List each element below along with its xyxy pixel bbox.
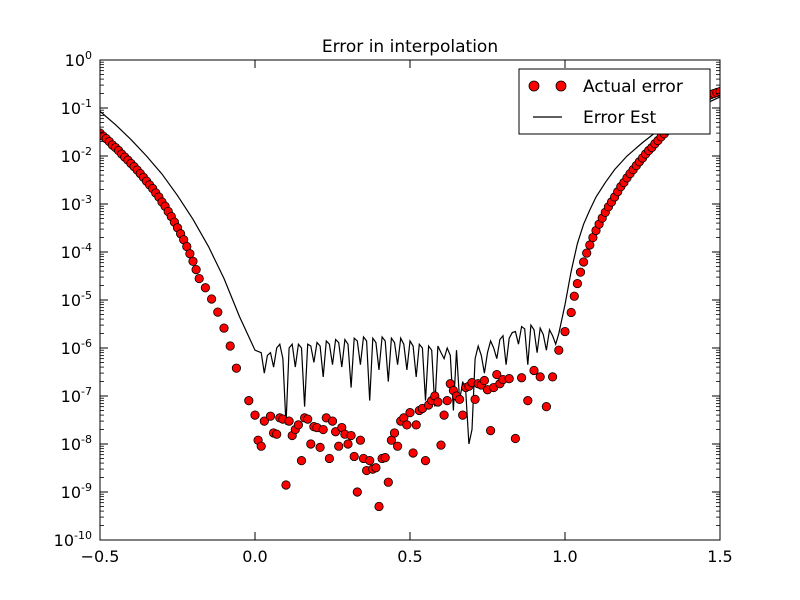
- data-point-actual-error: [420, 456, 431, 466]
- data-point-actual-error: [535, 372, 545, 382]
- legend-marker-actual-error: [555, 80, 567, 92]
- y-tick-label: 10-6: [61, 337, 92, 358]
- data-point-actual-error: [225, 341, 235, 351]
- data-point-actual-error: [572, 278, 583, 289]
- data-point-actual-error: [315, 442, 325, 452]
- data-point-actual-error: [318, 424, 328, 435]
- data-point-actual-error: [479, 375, 489, 386]
- data-point-actual-error: [334, 441, 344, 451]
- y-tick-label: 10-7: [61, 385, 92, 406]
- data-point-actual-error: [185, 249, 195, 259]
- x-tick-label: −0.5: [81, 547, 120, 566]
- data-point-actual-error: [327, 416, 338, 426]
- data-point-actual-error: [433, 397, 443, 407]
- legend-label-actual-error: Actual error: [583, 77, 683, 97]
- data-point-actual-error: [330, 427, 341, 437]
- y-tick-label: 10-3: [61, 193, 92, 214]
- data-point-actual-error: [439, 410, 449, 420]
- data-point-actual-error: [346, 430, 356, 441]
- data-point-actual-error: [352, 487, 362, 497]
- data-point-actual-error: [578, 257, 589, 267]
- x-tick-label: 1.0: [552, 547, 577, 566]
- data-point-actual-error: [213, 307, 223, 317]
- data-point-actual-error: [485, 426, 496, 436]
- x-tick-label: 0.0: [242, 547, 267, 566]
- data-point-actual-error: [191, 264, 201, 275]
- data-point-actual-error: [188, 256, 198, 266]
- data-point-actual-error: [256, 441, 266, 451]
- data-point-actual-error: [560, 326, 570, 337]
- data-point-actual-error: [324, 453, 334, 464]
- chart-title: Error in interpolation: [322, 37, 498, 57]
- data-point-actual-error: [250, 410, 260, 420]
- data-point-actual-error: [355, 435, 365, 445]
- data-point-actual-error: [380, 453, 390, 463]
- data-point-actual-error: [554, 345, 564, 355]
- data-point-actual-error: [219, 323, 229, 333]
- y-tick-label: 10-8: [61, 433, 92, 454]
- data-point-actual-error: [296, 456, 307, 466]
- data-point-actual-error: [470, 394, 480, 404]
- data-point-actual-error: [454, 394, 465, 404]
- data-point-actual-error: [575, 267, 586, 277]
- data-point-actual-error: [293, 420, 303, 430]
- data-point-actual-error: [371, 463, 381, 473]
- y-tick-label: 100: [65, 49, 92, 70]
- data-point-actual-error: [582, 248, 592, 258]
- data-point-actual-error: [402, 420, 412, 430]
- plot-frame: [99, 59, 721, 541]
- x-tick-label: 1.5: [707, 547, 732, 566]
- y-tick-label: 10-1: [61, 97, 92, 118]
- legend-label-error-est: Error Est: [583, 108, 656, 128]
- y-tick-label: 10-4: [61, 241, 92, 262]
- data-point-actual-error: [392, 441, 403, 451]
- x-tick-label: 0.5: [397, 547, 422, 566]
- y-tick-label: 10-5: [61, 289, 92, 310]
- data-point-actual-error: [374, 501, 384, 512]
- data-point-actual-error: [389, 428, 400, 438]
- series-line-error-est: [100, 96, 720, 445]
- data-point-actual-error: [207, 294, 217, 304]
- data-point-actual-error: [458, 410, 468, 420]
- data-point-actual-error: [231, 363, 241, 373]
- data-point-actual-error: [523, 396, 533, 406]
- data-point-actual-error: [569, 291, 579, 301]
- legend: Actual error Error Est: [518, 68, 711, 135]
- data-point-actual-error: [349, 451, 359, 462]
- data-point-actual-error: [272, 429, 282, 439]
- data-point-actual-error: [259, 416, 269, 426]
- data-point-actual-error: [200, 283, 210, 293]
- legend-marker-actual-error: [528, 80, 540, 92]
- data-point-actual-error: [529, 365, 539, 376]
- data-point-actual-error: [284, 416, 294, 426]
- data-point-actual-error: [510, 433, 521, 444]
- data-point-actual-error: [306, 439, 316, 449]
- y-tick-label: 10-2: [61, 145, 92, 166]
- data-point-actual-error: [194, 273, 204, 284]
- data-point-actual-error: [281, 480, 291, 490]
- data-point-actual-error: [405, 408, 415, 418]
- axis-ticks: −0.5 0.0 0.5 1.0 1.5 10-10 10-9 10-8 10-7 10-6 10-…: [54, 49, 733, 566]
- data-point-actual-error: [383, 477, 393, 487]
- data-point-actual-error: [492, 369, 502, 380]
- data-point-actual-error: [566, 307, 576, 318]
- y-tick-label: 10-9: [61, 481, 92, 502]
- y-tick-label: 10-10: [54, 529, 92, 550]
- data-point-actual-error: [244, 396, 254, 406]
- data-point-actual-error: [411, 420, 421, 430]
- data-point-actual-error: [436, 440, 446, 450]
- data-point-actual-error: [504, 374, 514, 384]
- data-point-actual-error: [516, 373, 527, 383]
- data-point-actual-error: [365, 456, 375, 466]
- legend-box: [518, 68, 711, 135]
- data-point-actual-error: [541, 402, 552, 412]
- data-point-actual-error: [408, 448, 418, 458]
- plot-area: [100, 86, 720, 512]
- data-point-actual-error: [442, 396, 452, 406]
- data-point-actual-error: [265, 411, 276, 421]
- data-point-actual-error: [547, 372, 558, 382]
- data-point-actual-error: [343, 439, 353, 449]
- data-point-actual-error: [303, 414, 313, 424]
